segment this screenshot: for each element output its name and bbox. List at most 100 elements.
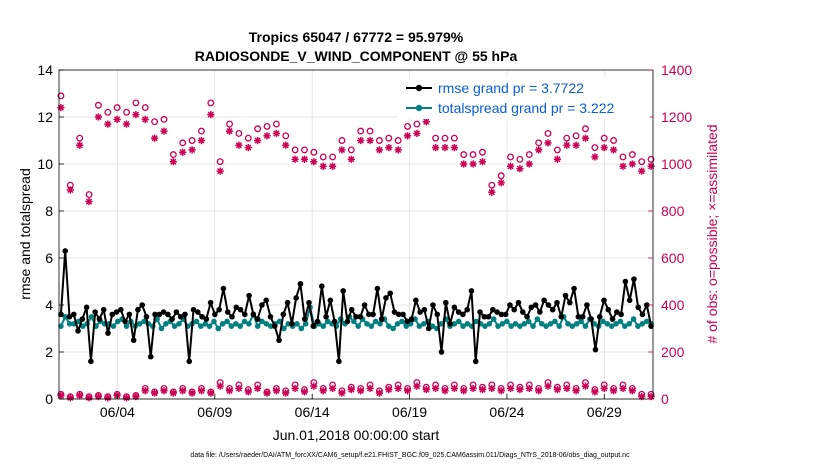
rmse-point [626,297,633,304]
totalspread-point [573,321,580,327]
star-stroke [95,113,102,121]
rmse-point [152,311,158,318]
rmse-point [408,316,415,322]
rmse-point [199,313,205,320]
totalspread-point [114,318,121,325]
star-stroke [498,179,505,186]
star-stroke [282,142,289,149]
obs-possible-marker [282,132,290,140]
obs-assimilated-marker [516,165,524,173]
y-left-tick-label: 6 [45,250,53,266]
star-stroke [132,111,140,118]
rmse-point [75,328,81,334]
rmse-point [109,311,116,318]
rmse-point [361,302,368,308]
obs-assimilated-marker [441,144,449,152]
totalspread-point [385,323,392,329]
obs-assimilated-marker [160,127,168,135]
rmse-point [639,311,646,318]
rmse-point [515,299,522,306]
star-stroke [563,142,570,149]
rmse-point [643,302,650,308]
totalspread-point [372,318,379,325]
totalspread-point [617,318,624,325]
obs-assimilated-marker [188,146,196,154]
y-left-tick-label: 14 [37,62,53,78]
star-stroke [526,385,533,392]
rmse-point [442,299,449,306]
rmse-point [323,313,329,320]
rmse-point [357,313,364,320]
totalspread-point [80,323,86,329]
obs-possible-marker [432,134,440,142]
star-stroke [151,389,158,397]
obs-possible-marker [525,151,533,159]
star-stroke [488,189,495,196]
rmse-point [545,302,552,308]
rmse-point [558,313,565,320]
obs-possible-marker [450,134,458,142]
totalspread-point [136,321,143,327]
rmse-point [455,309,462,315]
obs-assimilated-marker [535,387,543,395]
y-right-tick-label: 1000 [661,156,692,172]
totalspread-point [464,321,471,327]
obs-assimilated-marker [394,146,402,154]
star-stroke [526,160,533,168]
rmse-point [139,302,145,308]
obs-assimilated-marker [263,389,271,397]
star-stroke [582,382,589,390]
tick-layer: 0 2 4 6 8 10 12 14 0 200 400 600 800 1000 1200 1400 06/0… [37,62,692,420]
obs-assimilated-marker [104,394,112,402]
totalspread-point [154,316,160,322]
obs-assimilated-marker [291,155,299,163]
obs-assimilated-marker [628,160,636,168]
obs-possible-marker [263,122,271,130]
rmse-point [605,306,612,313]
totalspread-point [88,313,95,320]
star-stroke [451,385,458,392]
totalspread-point [534,316,541,322]
rmse-point [301,316,308,322]
totalspread-point [460,323,466,329]
star-stroke [554,386,561,393]
y-right-tick-label: 0 [661,391,669,407]
star-stroke [160,387,168,394]
obs-assimilated-marker [385,386,393,394]
obs-assimilated-marker [497,179,505,187]
star-stroke [132,393,140,400]
rmse-point [648,323,654,329]
y-left-tick-label: 0 [45,391,53,407]
obs-assimilated-marker [628,387,636,395]
star-stroke [460,160,467,168]
rmse-point [340,288,346,294]
obs-possible-marker [319,153,327,161]
rmse-point [417,309,423,315]
obs-assimilated-marker [478,158,487,166]
rmse-point [186,358,193,365]
totalspread-point [420,321,427,327]
rmse-point [344,318,351,325]
obs-assimilated-marker [581,382,590,390]
totalspread-point [565,321,571,327]
totalspread-point [495,323,501,329]
legend-spread-label: totalspread grand pr = 3.222 [438,100,615,116]
obs-assimilated-marker [544,382,552,390]
rmse-point [203,316,210,322]
rmse-point [160,309,167,315]
obs-assimilated-marker [516,386,524,394]
rmse-point [118,306,124,313]
rmse-point [370,311,376,318]
y-right-tick-label: 1400 [661,62,692,78]
obs-assimilated-marker [553,155,562,163]
rmse-point [336,358,342,365]
obs-assimilated-marker [216,382,224,390]
obs-assimilated-marker [432,144,440,152]
totalspread-point [58,323,64,329]
totalspread-point [390,325,396,332]
obs-assimilated-marker [460,387,468,395]
obs-assimilated-marker [66,394,74,402]
obs-assimilated-marker [394,384,402,392]
rmse-point [229,313,235,320]
star-stroke [226,387,233,394]
